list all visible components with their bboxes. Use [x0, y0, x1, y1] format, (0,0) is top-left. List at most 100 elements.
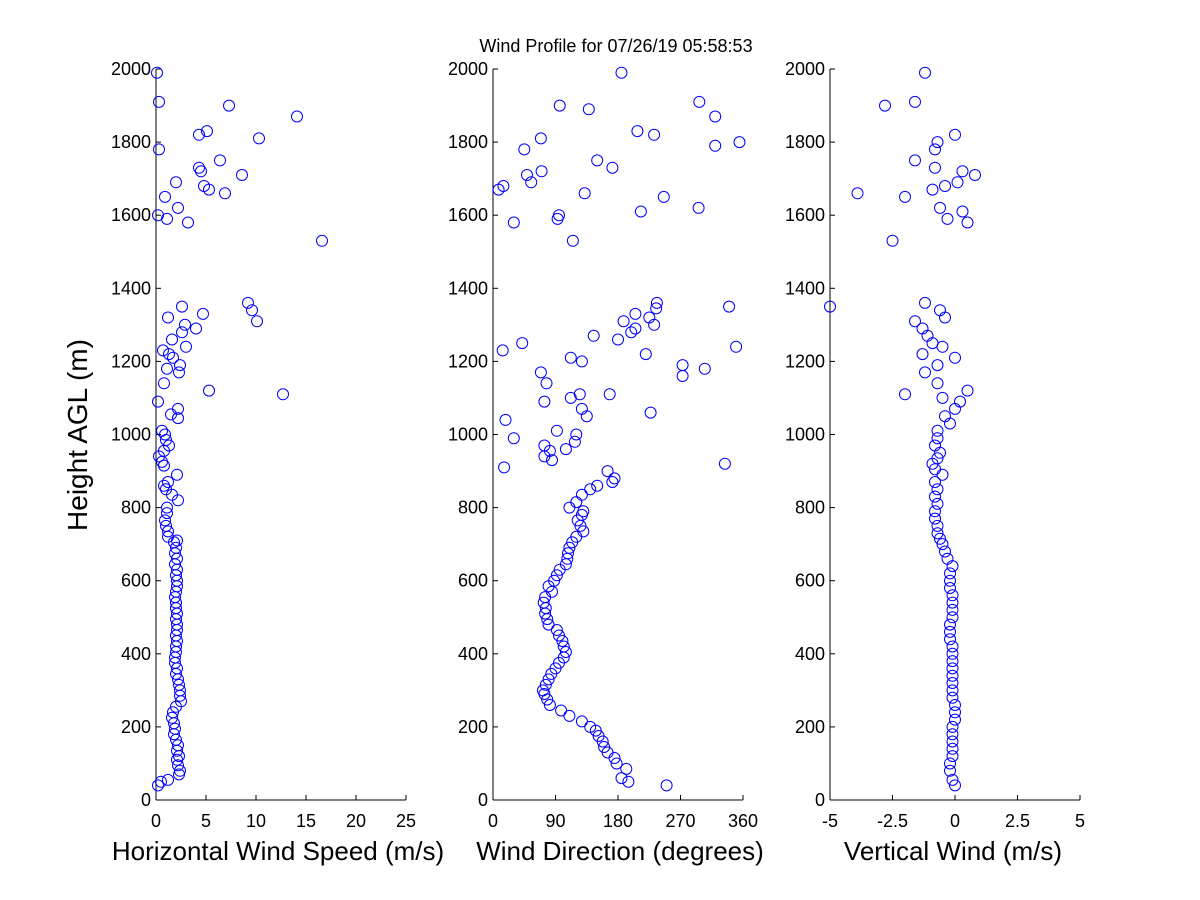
data-point: [538, 395, 551, 408]
data-point: [521, 169, 533, 181]
data-point: [575, 355, 588, 368]
data-point: [159, 514, 171, 527]
data-point: [537, 596, 550, 609]
data-point: [152, 395, 164, 408]
data-point: [639, 348, 652, 361]
x-tick-label: 0: [488, 811, 498, 831]
y-tick-label: 200: [795, 717, 825, 737]
data-point: [158, 377, 170, 390]
data-point: [603, 388, 616, 401]
data-point: [698, 362, 711, 375]
data-point: [612, 333, 624, 346]
data-point: [550, 569, 563, 582]
data-point: [563, 501, 576, 514]
data-point: [176, 300, 188, 313]
x-tick-label: -5: [822, 811, 838, 831]
data-point: [931, 432, 944, 445]
data-point: [518, 143, 531, 156]
data-point: [591, 479, 604, 492]
data-point: [553, 99, 566, 112]
y-tick-label: 1400: [111, 278, 151, 298]
data-point: [909, 154, 921, 167]
data-point: [236, 169, 248, 181]
data-point: [919, 366, 931, 379]
data-point: [507, 432, 520, 445]
data-point: [568, 435, 581, 448]
x-tick-label: -2.5: [877, 811, 908, 831]
data-point: [172, 412, 184, 425]
data-point: [929, 161, 941, 174]
data-point: [631, 125, 644, 138]
data-point: [629, 322, 642, 335]
x-tick-label: 25: [396, 811, 416, 831]
data-point: [170, 541, 182, 554]
data-point: [584, 720, 597, 733]
data-point: [931, 519, 944, 532]
data-point: [939, 180, 951, 192]
y-tick-label: 1000: [111, 425, 151, 445]
x-tick-label: 10: [246, 811, 266, 831]
data-point: [498, 461, 511, 474]
y-tick-label: 2000: [448, 59, 488, 79]
data-point: [944, 567, 956, 580]
data-point: [610, 757, 623, 770]
data-point: [615, 772, 628, 785]
data-point: [615, 66, 628, 79]
data-point: [171, 468, 183, 481]
data-point: [158, 479, 170, 492]
data-point: [152, 209, 164, 222]
data-point: [709, 110, 722, 123]
x-tick-label: 0: [950, 811, 960, 831]
data-point: [253, 132, 265, 145]
x-tick-label: 2.5: [1005, 811, 1030, 831]
data-point: [542, 673, 555, 686]
data-point: [203, 384, 215, 397]
x-tick-label: 180: [603, 811, 633, 831]
data-point: [879, 99, 891, 112]
data-point: [939, 545, 951, 558]
data-point: [167, 706, 179, 719]
x-tick-label: 90: [545, 811, 565, 831]
figure-title: Wind Profile for 07/26/19 05:58:53: [479, 36, 752, 56]
data-point: [946, 669, 959, 682]
data-point: [723, 300, 736, 313]
data-point: [931, 497, 944, 510]
data-point: [193, 128, 205, 141]
data-point: [886, 234, 899, 247]
y-tick-label: 200: [121, 717, 151, 737]
data-point: [173, 678, 185, 691]
data-point: [543, 699, 556, 711]
data-point: [650, 296, 663, 309]
data-point: [617, 315, 630, 328]
data-point: [548, 574, 561, 587]
y-tick-label: 800: [458, 498, 488, 518]
data-point: [648, 128, 661, 141]
data-point: [570, 496, 583, 509]
data-point: [949, 713, 961, 726]
data-point: [592, 730, 605, 742]
data-point: [201, 125, 213, 138]
data-point: [931, 452, 944, 465]
y-tick-label: 400: [121, 644, 151, 664]
data-point: [909, 315, 921, 328]
data-point: [949, 706, 961, 719]
data-point: [946, 655, 959, 668]
data-point: [180, 340, 192, 353]
data-point: [535, 165, 548, 178]
data-point: [161, 501, 173, 514]
data-point: [174, 359, 186, 372]
data-point: [193, 161, 205, 174]
data-point: [170, 176, 182, 189]
data-point: [929, 505, 941, 518]
scatter-series: [492, 66, 746, 792]
data-point: [944, 757, 956, 770]
data-point: [516, 337, 529, 350]
data-point: [557, 640, 570, 653]
data-point: [946, 589, 959, 602]
data-point: [606, 476, 619, 488]
data-point: [949, 699, 961, 711]
data-point: [163, 348, 175, 361]
data-point: [949, 779, 961, 792]
data-point: [563, 541, 576, 554]
data-point: [946, 662, 959, 675]
